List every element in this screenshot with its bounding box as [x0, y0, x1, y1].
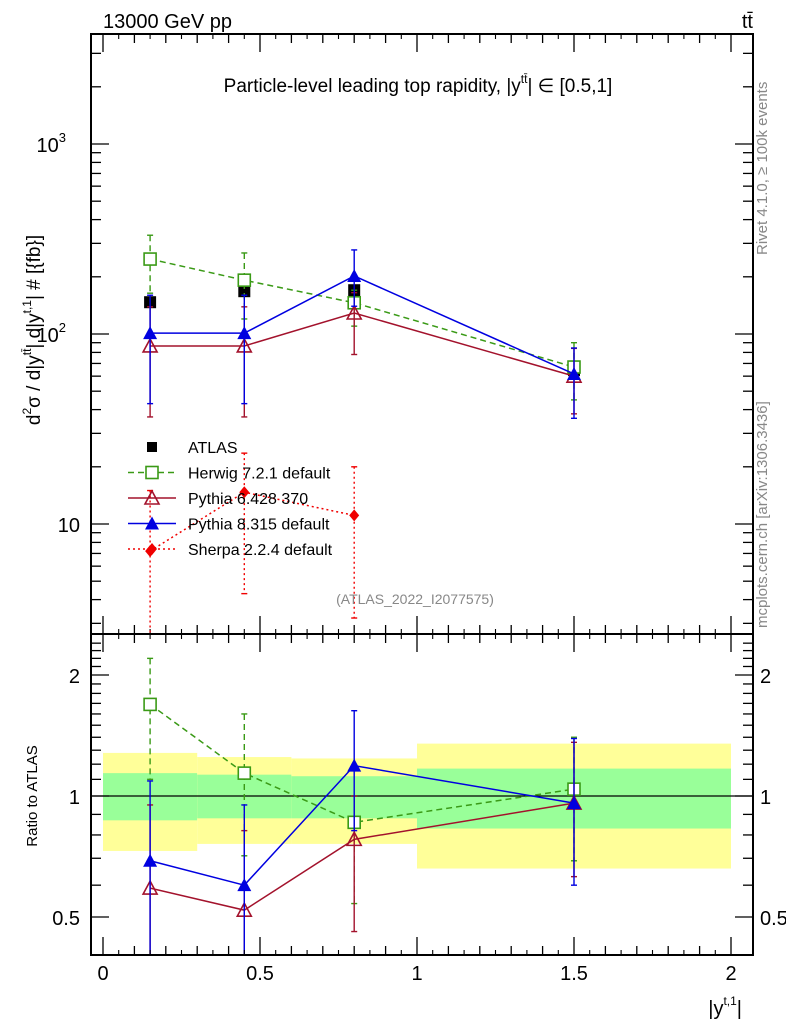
legend-pythia-6-428-370-marker	[143, 489, 161, 505]
x-tick-label: 0	[97, 963, 108, 985]
atlas-point	[238, 285, 251, 298]
pythia-8-315-default-point	[237, 878, 252, 892]
pythia-8-315-default-point	[567, 366, 581, 380]
ratio-y-tick-label-left: 1	[69, 787, 80, 809]
x-tick-label: 0.5	[246, 963, 274, 985]
pythia-8-315-default-point	[567, 796, 581, 810]
pythia-8-315-default-point	[237, 326, 252, 340]
main-series	[141, 234, 583, 634]
pythia-8-315-default-line	[149, 764, 575, 887]
main-y-tick-labels: 10 102 103	[37, 130, 80, 537]
x-axis-label: |yt,1|	[708, 994, 742, 1020]
pythia-8-315-default-point	[347, 268, 362, 282]
ratio-uncertainty-bands	[103, 743, 731, 869]
pythia-8-315-default-line	[150, 275, 575, 375]
sherpa-2-2-4-default-point	[239, 486, 250, 499]
sherpa-2-2-4-default-point	[349, 509, 360, 522]
legend: ATLAS Herwig 7.2.1 default Pythia 6.428 37…	[128, 440, 333, 559]
ratio-panel: 0.5 0.5 1 1 2 2 0 0.5 1 1.5 2 Ratio to ATLAS |yt,1…	[24, 633, 786, 1020]
pythia-6-428-370-point	[345, 830, 363, 847]
legend-sherpa-2-2-4-default-label: Sherpa 2.2.4 default	[188, 542, 333, 559]
y-tick-label: 103	[37, 130, 66, 157]
y-tick-label: 102	[37, 320, 66, 347]
ratio-y-tick-label-left: 0.5	[52, 908, 80, 930]
herwig-7-2-1-default-point	[143, 252, 157, 266]
ratio-y-tick-label-left: 2	[69, 666, 80, 688]
pythia-8-315-default-point	[143, 326, 158, 340]
pythia-6-428-370-line	[150, 312, 575, 377]
legend-pythia-8-315-default-label: Pythia 8.315 default	[188, 517, 330, 534]
main-axis-ticks	[91, 34, 753, 634]
pythia-8-315-default-point	[347, 758, 362, 772]
plot-title: Particle-level leading top rapidity, |yt…	[224, 72, 613, 97]
legend-sherpa-2-2-4-default-marker	[147, 543, 157, 555]
y-tick-label: 10	[58, 515, 80, 537]
legend-herwig-7-2-1-default-marker	[145, 465, 159, 480]
ratio-y-tick-label-right: 0.5	[760, 908, 786, 930]
ratio-y-axis-label: Ratio to ATLAS	[24, 745, 41, 846]
pythia-8-315-default-point	[143, 853, 158, 867]
pythia-6-428-370-point	[345, 304, 363, 320]
ratio-plot-frame	[90, 633, 754, 956]
ratio-y-tick-label-right: 2	[760, 666, 771, 688]
ratio-series	[141, 657, 583, 955]
mcplots-label: mcplots.cern.ch [arXiv:1306.3436]	[754, 401, 771, 628]
main-y-axis-label: d2σ / d|ytt̄| d|yt,1| # [{fb}]	[20, 235, 45, 425]
ratio-y-tick-label-right: 1	[760, 787, 771, 809]
rivet-version-label: Rivet 4.1.0, ≥ 100k events	[754, 82, 771, 255]
ratio-tick-labels: 0.5 0.5 1 1 2 2 0 0.5 1 1.5 2	[52, 666, 786, 985]
legend-herwig-7-2-1-default-label: Herwig 7.2.1 default	[188, 466, 331, 483]
herwig-7-2-1-default-point	[143, 697, 157, 712]
herwig-7-2-1-default-line	[149, 258, 575, 368]
pythia-6-428-370-line	[149, 802, 575, 911]
analysis-watermark: (ATLAS_2022_I2077575)	[336, 591, 494, 607]
process-label: tt̄	[742, 11, 754, 33]
herwig-7-2-1-default-point	[237, 273, 252, 287]
x-tick-label: 1.5	[560, 963, 588, 985]
legend-atlas-label: ATLAS	[188, 440, 238, 457]
x-tick-label: 2	[725, 963, 736, 985]
herwig-7-2-1-default-point	[237, 766, 252, 780]
main-panel: 10 102 103 Particle-level leading top rapi…	[20, 33, 754, 635]
ratio-axis-ticks	[91, 634, 753, 955]
energy-label: 13000 GeV pp	[103, 11, 232, 33]
legend-atlas-marker	[147, 442, 157, 452]
x-tick-label: 1	[411, 963, 422, 985]
legend-pythia-8-315-default-marker	[145, 516, 159, 530]
legend-pythia-6-428-370-label: Pythia 6.428 370	[188, 491, 308, 508]
